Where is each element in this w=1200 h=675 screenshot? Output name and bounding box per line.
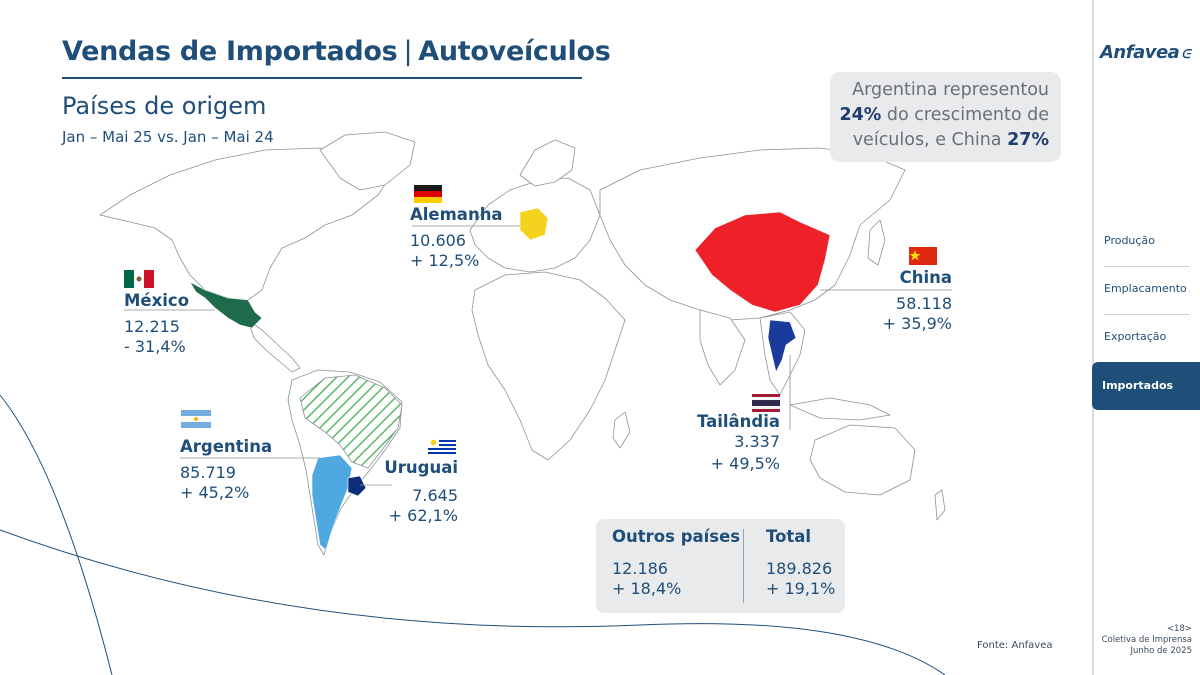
nav-divider xyxy=(1104,266,1190,267)
country-name: Argentina xyxy=(180,437,273,456)
total-change: + 19,1% xyxy=(766,579,836,598)
summary-outros: Outros países 12.186 + 18,4% xyxy=(612,527,740,599)
country-brazil xyxy=(299,374,403,469)
title-underline xyxy=(62,77,582,79)
country-name: China xyxy=(899,268,952,287)
decor-curve-2 xyxy=(0,529,946,675)
title-separator: | xyxy=(403,36,413,67)
country-germany xyxy=(519,207,549,241)
flag-china-icon xyxy=(909,247,937,265)
label-tailandia: Tailândia 3.337 + 49,5% xyxy=(680,412,780,474)
title-left: Vendas de Importados xyxy=(62,36,398,67)
label-argentina: Argentina 85.719 + 45,2% xyxy=(180,437,272,503)
flag-uruguay-icon xyxy=(428,438,456,456)
land-australia xyxy=(809,424,916,496)
label-alemanha: Alemanha 10.606 + 12,5% xyxy=(410,205,503,271)
footer-event: Coletiva de Imprensa xyxy=(1101,635,1192,645)
country-value: 12.215 xyxy=(124,317,180,336)
footer-date: Junho de 2025 xyxy=(1130,646,1192,656)
slide-footer: <18> Coletiva de Imprensa Junho de 2025 xyxy=(1102,624,1192,657)
land-central-america xyxy=(247,319,301,373)
country-argentina xyxy=(311,454,353,551)
outros-change: + 18,4% xyxy=(612,579,682,598)
nav-item-producao[interactable]: Produção xyxy=(1104,234,1155,247)
country-change: + 45,2% xyxy=(180,483,250,502)
logo-mark-icon: ᕮ xyxy=(1181,47,1190,61)
country-china xyxy=(694,211,831,313)
country-change: - 31,4% xyxy=(124,337,186,356)
land-new-zealand xyxy=(934,489,946,521)
country-change: + 49,5% xyxy=(710,454,780,473)
flag-argentina-icon xyxy=(181,410,211,428)
land-greenland xyxy=(319,131,416,191)
country-mexico xyxy=(189,281,263,329)
country-value: 85.719 xyxy=(180,463,236,482)
label-china: China 58.118 + 35,9% xyxy=(850,268,952,334)
flag-germany-icon xyxy=(414,185,442,203)
period-label: Jan – Mai 25 vs. Jan – Mai 24 xyxy=(62,128,274,146)
callout-line-1: Argentina representou xyxy=(852,80,1049,100)
country-change: + 62,1% xyxy=(388,506,458,525)
land-madagascar xyxy=(612,411,631,449)
label-mexico: México 12.215 - 31,4% xyxy=(124,291,189,357)
country-value: 7.645 xyxy=(412,486,458,505)
nav-item-emplacamento[interactable]: Emplacamento xyxy=(1104,282,1187,295)
country-value: 58.118 xyxy=(896,294,952,313)
country-name: Tailândia xyxy=(696,412,780,431)
country-name: Alemanha xyxy=(410,205,503,224)
decor-curve-1 xyxy=(0,394,113,675)
outros-value: 12.186 xyxy=(612,559,668,578)
callout-pct-argentina: 24% xyxy=(839,105,882,125)
land-africa xyxy=(471,271,626,461)
page-number: <18> xyxy=(1166,624,1192,634)
logo-text: Anfavea xyxy=(1100,42,1180,63)
summary-box: Outros países 12.186 + 18,4% Total 189.8… xyxy=(596,519,845,613)
page-title: Vendas de Importados | Autoveículos xyxy=(62,36,611,67)
growth-callout: Argentina representou 24% do crescimento… xyxy=(830,72,1061,162)
callout-line-3: veículos, e China 27% xyxy=(830,128,1049,153)
slide: Vendas de Importados | Autoveículos Países… xyxy=(0,36,1061,675)
summary-total: Total 189.826 + 19,1% xyxy=(766,527,835,599)
callout-text-3: veículos, e China xyxy=(852,130,1002,150)
total-value: 189.826 xyxy=(766,559,833,578)
source-note: Fonte: Anfavea xyxy=(977,640,1053,651)
total-label: Total xyxy=(766,527,812,546)
nav-item-importados[interactable]: Importados xyxy=(1092,362,1200,410)
sidebar: Anfavea ᕮ Produção Emplacamento Exportaçã… xyxy=(1092,0,1200,675)
country-uruguay xyxy=(347,475,367,497)
page-subtitle: Países de origem xyxy=(62,92,267,120)
land-japan xyxy=(867,219,886,266)
country-value: 10.606 xyxy=(410,231,466,250)
summary-divider xyxy=(743,529,744,603)
country-thailand xyxy=(767,319,797,373)
country-value: 3.337 xyxy=(734,432,780,451)
nav-divider xyxy=(1104,314,1190,315)
callout-line-2: 24% do crescimento de xyxy=(830,103,1049,128)
callout-pct-china: 27% xyxy=(1007,130,1049,150)
land-scandinavia xyxy=(519,139,576,187)
flag-mexico-icon xyxy=(124,270,154,288)
nav-item-exportacao[interactable]: Exportação xyxy=(1104,330,1167,343)
land-indonesia xyxy=(789,397,891,421)
world-map xyxy=(0,131,952,675)
callout-text-2: do crescimento de xyxy=(886,105,1049,125)
country-name: Uruguai xyxy=(384,458,458,477)
country-name: México xyxy=(124,291,190,310)
flag-thailand-icon xyxy=(752,394,780,412)
country-change: + 35,9% xyxy=(882,314,952,333)
land-india xyxy=(699,309,746,386)
label-uruguai: Uruguai 7.645 + 62,1% xyxy=(370,458,458,526)
anfavea-logo: Anfavea ᕮ xyxy=(1100,42,1190,63)
outros-label: Outros países xyxy=(612,527,741,546)
title-right: Autoveículos xyxy=(418,36,611,67)
land-north-america xyxy=(99,147,396,301)
country-change: + 12,5% xyxy=(410,251,480,270)
